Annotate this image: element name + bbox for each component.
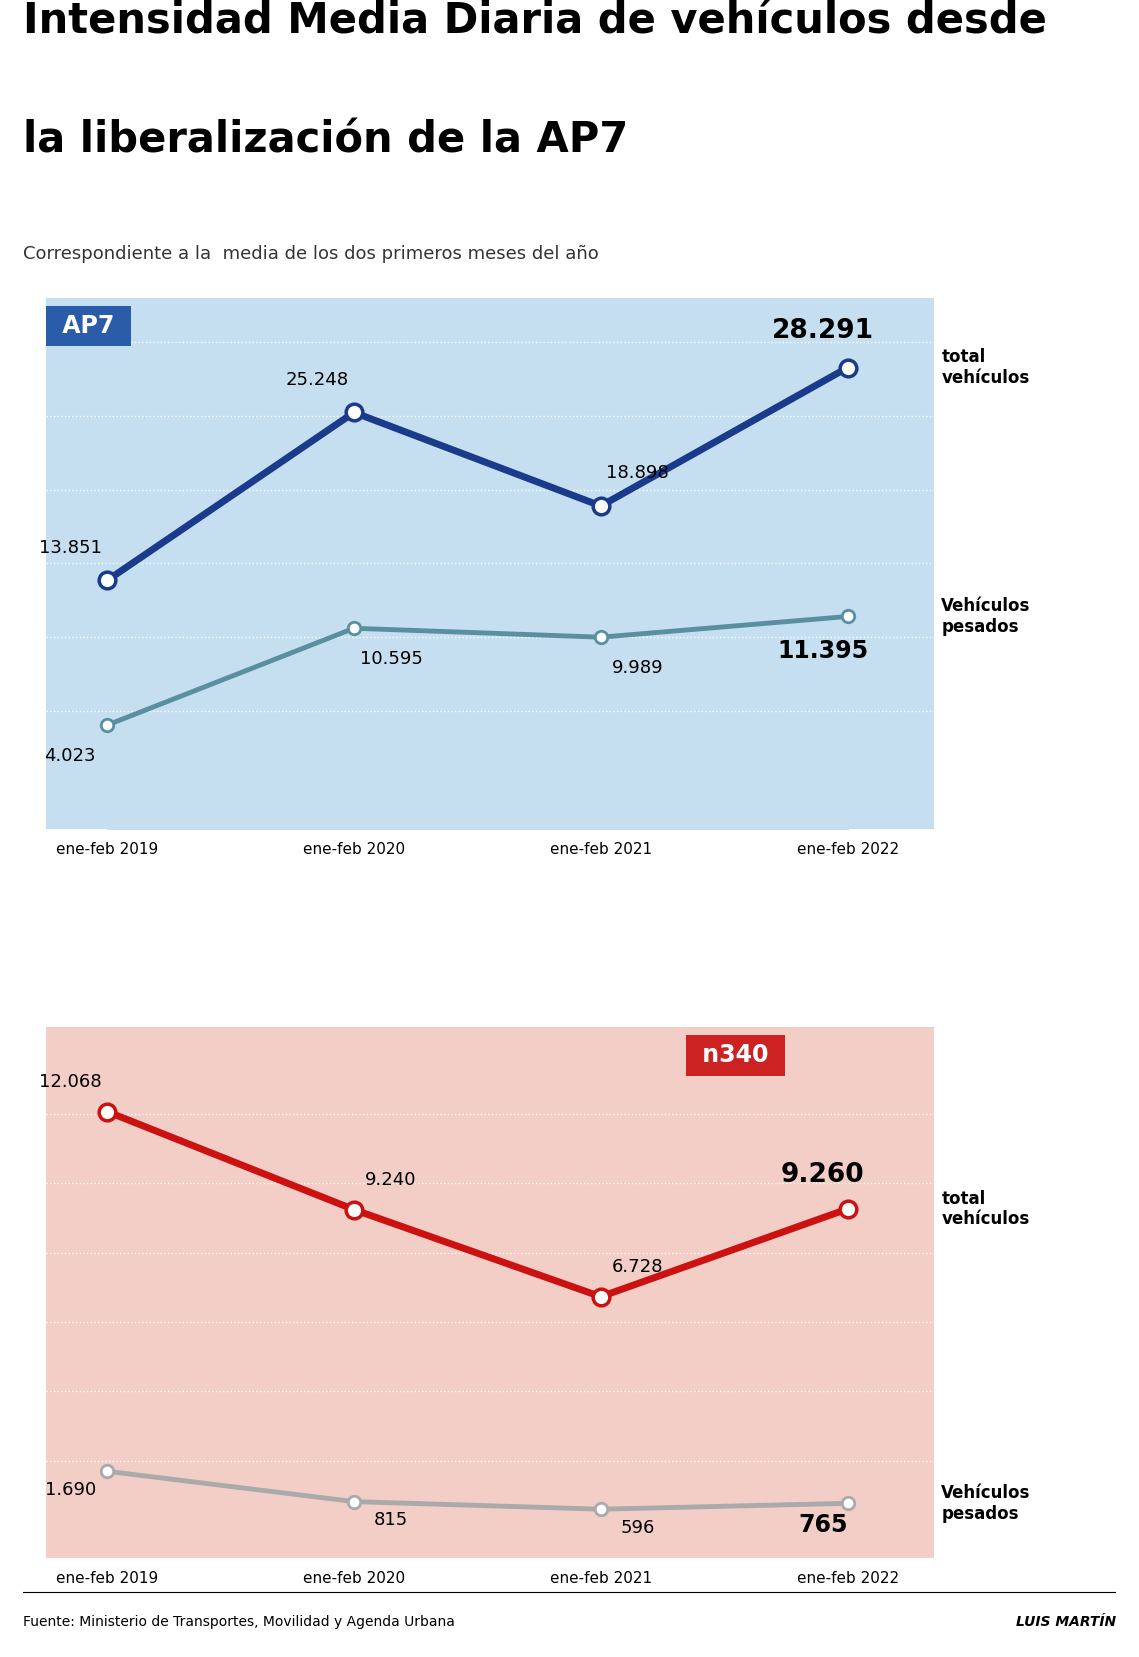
Text: total
vehículos: total vehículos: [942, 1190, 1030, 1228]
Text: 13.851: 13.851: [39, 539, 101, 557]
Text: 9.240: 9.240: [366, 1171, 417, 1188]
Text: 25.248: 25.248: [286, 371, 349, 389]
Text: 28.291: 28.291: [772, 318, 874, 345]
Text: Vehículos
pesados: Vehículos pesados: [942, 1485, 1031, 1523]
Text: n340: n340: [694, 1044, 777, 1067]
Text: total
vehículos: total vehículos: [942, 348, 1030, 388]
Text: Fuente: Ministerio de Transportes, Movilidad y Agenda Urbana: Fuente: Ministerio de Transportes, Movil…: [23, 1616, 454, 1629]
Text: 11.395: 11.395: [777, 638, 869, 663]
Text: AP7: AP7: [55, 315, 123, 338]
Text: Vehículos
pesados: Vehículos pesados: [942, 597, 1031, 636]
Text: 9.989: 9.989: [612, 659, 664, 678]
Text: 12.068: 12.068: [39, 1072, 101, 1090]
Text: 9.260: 9.260: [781, 1162, 865, 1188]
Text: 765: 765: [798, 1513, 847, 1538]
Text: Intensidad Media Diaria de vehículos desde: Intensidad Media Diaria de vehículos des…: [23, 0, 1047, 41]
Text: 815: 815: [374, 1511, 408, 1529]
Text: la liberalización de la AP7: la liberalización de la AP7: [23, 119, 628, 161]
Text: 1.690: 1.690: [44, 1481, 96, 1500]
Text: Correspondiente a la  media de los dos primeros meses del año: Correspondiente a la media de los dos pr…: [23, 245, 598, 262]
Text: 6.728: 6.728: [612, 1258, 664, 1276]
Text: 10.595: 10.595: [360, 650, 423, 668]
Text: 18.898: 18.898: [606, 464, 670, 482]
Text: LUIS MARTÍN: LUIS MARTÍN: [1016, 1616, 1116, 1629]
Text: 4.023: 4.023: [44, 747, 96, 766]
Text: 596: 596: [621, 1519, 655, 1538]
